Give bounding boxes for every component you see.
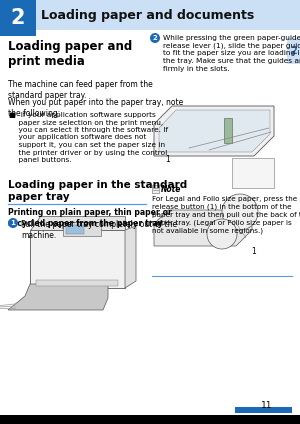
Polygon shape xyxy=(159,110,270,152)
Circle shape xyxy=(207,219,237,249)
Text: Note: Note xyxy=(161,185,182,194)
Circle shape xyxy=(8,218,18,228)
Text: While pressing the green paper-guide
release lever (1), slide the paper guides
t: While pressing the green paper-guide rel… xyxy=(163,35,300,72)
Polygon shape xyxy=(125,226,136,288)
Text: ■  If your application software supports
    paper size selection on the print m: ■ If your application software supports … xyxy=(9,112,168,163)
Polygon shape xyxy=(30,216,125,230)
Text: Pull the paper tray completely out of the
machine.: Pull the paper tray completely out of th… xyxy=(21,220,177,240)
Bar xyxy=(152,185,159,193)
Bar xyxy=(0,415,300,424)
Text: For Legal and Folio size paper, press the
release button (1) in the bottom of th: For Legal and Folio size paper, press th… xyxy=(152,196,300,234)
Bar xyxy=(30,230,125,288)
Bar xyxy=(0,0,300,30)
Text: Loading paper in the standard
paper tray: Loading paper in the standard paper tray xyxy=(8,180,187,202)
Text: Loading paper and documents: Loading paper and documents xyxy=(41,8,254,22)
Text: 2: 2 xyxy=(290,46,297,56)
Text: Loading paper and
print media: Loading paper and print media xyxy=(8,40,132,69)
Bar xyxy=(232,158,274,188)
Text: 1: 1 xyxy=(166,154,170,164)
Polygon shape xyxy=(8,284,108,310)
Text: 11: 11 xyxy=(260,401,272,410)
Bar xyxy=(0,0,36,36)
Text: 1: 1 xyxy=(252,248,256,257)
Polygon shape xyxy=(154,210,252,246)
Text: 1: 1 xyxy=(11,220,15,226)
Text: The machine can feed paper from the
standard paper tray.: The machine can feed paper from the stan… xyxy=(8,80,153,100)
Text: 2: 2 xyxy=(11,8,25,28)
Polygon shape xyxy=(154,106,274,156)
Bar xyxy=(235,407,292,413)
Bar xyxy=(36,280,118,286)
Text: 2: 2 xyxy=(153,35,158,41)
Text: Printing on plain paper, thin paper or
recycled paper from the paper tray: Printing on plain paper, thin paper or r… xyxy=(8,208,172,228)
Bar xyxy=(63,222,101,236)
Bar xyxy=(66,225,84,234)
Bar xyxy=(224,118,232,143)
Circle shape xyxy=(150,33,160,43)
Text: When you put paper into the paper tray, note
the following:: When you put paper into the paper tray, … xyxy=(8,98,183,118)
Circle shape xyxy=(222,194,258,230)
Bar xyxy=(287,38,300,64)
Bar xyxy=(274,407,292,413)
